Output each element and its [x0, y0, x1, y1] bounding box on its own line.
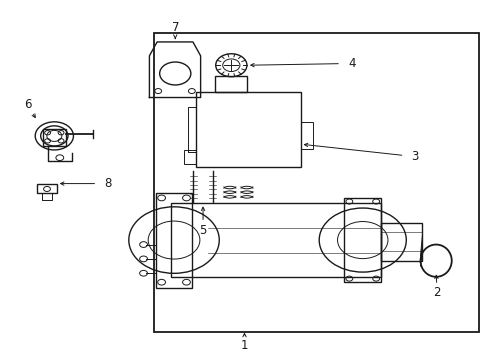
Bar	[156, 193, 192, 288]
Text: 3: 3	[410, 150, 418, 163]
Bar	[380, 223, 422, 261]
Bar	[300, 122, 312, 149]
Text: 5: 5	[199, 224, 206, 237]
Text: 2: 2	[432, 287, 440, 300]
Text: 8: 8	[104, 177, 111, 190]
Text: 4: 4	[347, 57, 355, 70]
Text: 7: 7	[171, 21, 179, 34]
Bar	[42, 129, 66, 146]
Bar	[215, 76, 246, 92]
Bar	[171, 203, 380, 277]
Bar	[195, 92, 300, 167]
Text: 1: 1	[240, 339, 248, 352]
Bar	[344, 198, 380, 282]
Bar	[183, 149, 195, 164]
Text: 6: 6	[24, 98, 31, 111]
Bar	[154, 33, 478, 332]
Bar	[37, 184, 57, 193]
